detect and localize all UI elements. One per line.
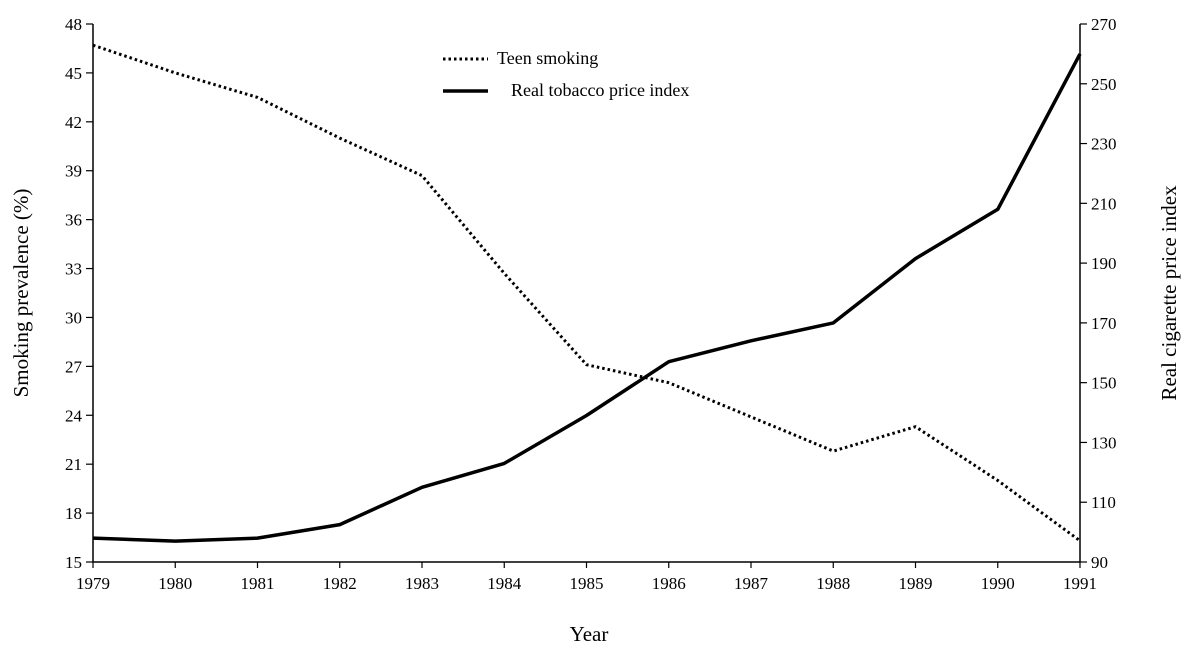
y-tick-label-left: 21 xyxy=(65,455,82,474)
y-tick-label-right: 270 xyxy=(1091,15,1117,34)
y-tick-label-right: 250 xyxy=(1091,75,1117,94)
x-tick-label: 1984 xyxy=(487,574,522,593)
x-tick-label: 1990 xyxy=(981,574,1015,593)
x-tick-label: 1980 xyxy=(158,574,192,593)
y-tick-label-right: 230 xyxy=(1091,135,1117,154)
x-tick-label: 1985 xyxy=(570,574,604,593)
y-tick-label-right: 210 xyxy=(1091,194,1117,213)
x-tick-label: 1983 xyxy=(405,574,439,593)
x-tick-label: 1979 xyxy=(76,574,110,593)
y-tick-label-right: 130 xyxy=(1091,433,1117,452)
y-tick-label-left: 45 xyxy=(65,64,82,83)
legend: Teen smoking Real tobacco price index xyxy=(443,48,689,100)
y-tick-label-right: 170 xyxy=(1091,314,1117,333)
y-tick-label-right: 150 xyxy=(1091,374,1117,393)
legend-label-price-index: Real tobacco price index xyxy=(511,80,689,100)
y-tick-label-right: 190 xyxy=(1091,254,1117,273)
series-layer xyxy=(92,43,1082,543)
legend-label-teen-smoking: Teen smoking xyxy=(497,48,598,68)
x-tick-label: 1991 xyxy=(1063,574,1097,593)
y-tick-label-left: 27 xyxy=(65,357,83,376)
y-tick-label-left: 30 xyxy=(65,308,82,327)
ticks-layer: 1979 1980 1981 1982 1983 1984 1985 1986 1987 1988… xyxy=(65,15,1117,593)
y-tick-label-left: 39 xyxy=(65,162,82,181)
x-tick-label: 1988 xyxy=(816,574,850,593)
x-tick-label: 1986 xyxy=(652,574,686,593)
y-tick-label-left: 48 xyxy=(65,15,82,34)
y-tick-label-left: 18 xyxy=(65,504,82,523)
y-tick-label-right: 110 xyxy=(1091,493,1116,512)
y-tick-label-left: 33 xyxy=(65,260,82,279)
x-tick-label: 1987 xyxy=(734,574,769,593)
y-tick-label-left: 15 xyxy=(65,553,82,572)
x-tick-label: 1989 xyxy=(899,574,933,593)
y-tick-label-right: 90 xyxy=(1091,553,1108,572)
teen-smoking-line xyxy=(92,43,1081,543)
y-tick-label-left: 36 xyxy=(65,211,82,230)
y-axis-title-left: Smoking prevalence (%) xyxy=(9,189,33,398)
x-tick-label: 1981 xyxy=(241,574,275,593)
y-axis-title-right: Real cigarette price index xyxy=(1157,185,1181,401)
x-axis-title: Year xyxy=(570,622,609,646)
axes-layer xyxy=(92,24,1081,563)
x-tick-label: 1982 xyxy=(323,574,357,593)
y-tick-label-left: 24 xyxy=(65,406,83,425)
y-tick-label-left: 42 xyxy=(65,113,82,132)
price-index-line xyxy=(92,53,1082,543)
